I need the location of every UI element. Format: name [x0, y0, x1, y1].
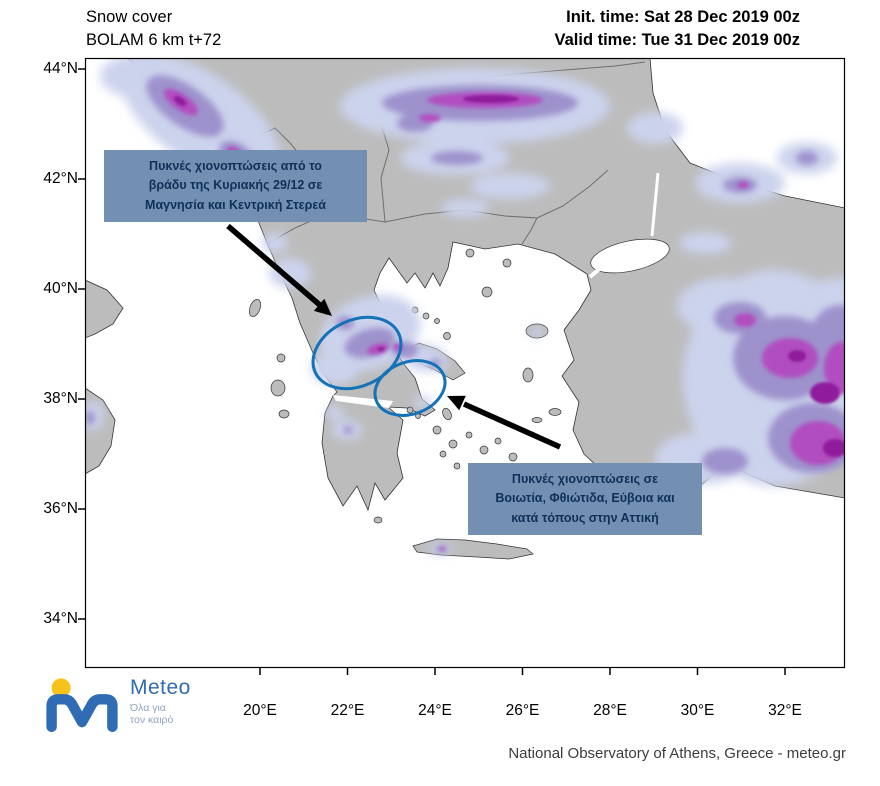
logo-wordmark: Meteo — [130, 676, 191, 699]
highlight-ellipse-viotia — [373, 359, 447, 417]
arrow-to-magnesia — [226, 223, 332, 316]
logo-tagline-line2: τον καιρό — [130, 714, 174, 726]
lon-label-30e: 30°E — [680, 702, 715, 719]
lon-label-32e: 32°E — [768, 702, 802, 719]
lat-label-40n: 40°N — [43, 280, 78, 297]
meteo-logo: Meteo Όλα για τον καιρό — [44, 676, 191, 734]
logo-m-glyph — [46, 694, 118, 733]
valid-time-label: Valid time: Tue 31 Dec 2019 00z — [554, 31, 801, 49]
header-right: Init. time: Sat 28 Dec 2019 00z Valid ti… — [555, 6, 801, 52]
lat-label-42n: 42°N — [43, 170, 78, 187]
annotation-line: Μαγνησία και Κεντρική Στερεά — [145, 197, 326, 212]
lat-label-36n: 36°N — [43, 500, 78, 517]
model-run-label: BOLAM 6 km t+72 — [86, 31, 222, 49]
lon-label-24e: 24°E — [418, 702, 452, 719]
strait-bosphorus — [650, 172, 660, 237]
annotation-line: κατά τόπους στην Αττική — [511, 510, 659, 525]
header-left: Snow cover BOLAM 6 km t+72 — [86, 6, 221, 52]
lat-label-34n: 34°N — [43, 610, 78, 627]
axis-ticks — [78, 68, 786, 675]
plot-frame — [84, 57, 846, 669]
lat-label-38n: 38°N — [43, 390, 78, 407]
land-italy-heel — [85, 279, 124, 339]
product-title: Snow cover — [86, 8, 173, 26]
annotation-line: Βοιωτία, Φθιώτιδα, Εύβοια και — [495, 491, 675, 506]
lon-label-22e: 22°E — [330, 702, 365, 719]
annotation-line: Πυκνές χιονοπτώσεις από το — [149, 159, 322, 173]
lon-label-26e: 26°E — [505, 702, 540, 719]
lon-label-20e: 20°E — [243, 702, 277, 719]
annotation-line: Πυκνές χιονοπτώσεις σε — [511, 472, 659, 486]
annotation-box-magnesia: Πυκνές χιονοπτώσεις από το βράδυ της Κυρ… — [104, 150, 367, 223]
sea-marmara — [590, 238, 670, 274]
annotation-box-viotia: Πυκνές χιονοπτώσεις σε Βοιωτία, Φθιώτιδα… — [468, 463, 702, 536]
lat-label-44n: 44°N — [43, 60, 78, 77]
logo-sun-dot — [51, 678, 71, 698]
logo-text-block: Meteo Όλα για τον καιρό — [130, 676, 191, 726]
init-time-label: Init. time: Sat 28 Dec 2019 00z — [566, 8, 800, 26]
source-credit: National Observatory of Athens, Greece -… — [508, 745, 846, 762]
meteo-logo-icon — [46, 678, 118, 733]
strait-dardanelles — [588, 262, 607, 279]
annotation-line: βράδυ της Κυριακής 29/12 σε — [148, 178, 323, 193]
arrow-to-viotia — [447, 395, 562, 450]
snow-extreme-layer — [173, 95, 845, 457]
highlight-ellipse-magnesia — [311, 315, 403, 391]
lon-label-28e: 28°E — [593, 702, 627, 719]
logo-tagline-line1: Όλα για — [130, 702, 166, 714]
